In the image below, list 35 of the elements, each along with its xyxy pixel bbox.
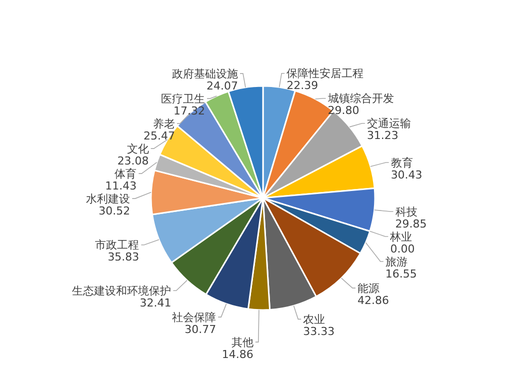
slice-label: 社会保障 bbox=[172, 310, 216, 324]
data-label: 24.07 bbox=[206, 79, 238, 92]
slice-label: 文化 bbox=[126, 142, 149, 156]
data-label: 42.86 bbox=[357, 294, 389, 307]
slice-label: 教育 bbox=[390, 156, 413, 170]
legend-label: 林业 bbox=[389, 230, 412, 244]
data-label: 11.43 bbox=[105, 179, 137, 192]
slice-label: 能源 bbox=[357, 282, 380, 295]
slice-label: 保障性安居工程 bbox=[286, 67, 364, 80]
slice-label: 政府基础设施 bbox=[172, 67, 238, 80]
slice-label: 科技 bbox=[395, 205, 418, 218]
data-label: 30.52 bbox=[98, 204, 130, 218]
slice-label: 医疗卫生 bbox=[161, 92, 206, 106]
data-label: 22.39 bbox=[286, 79, 318, 92]
slice-label: 生态建设和环境保护 bbox=[72, 284, 172, 298]
text: 0.00 bbox=[390, 242, 415, 256]
slice-label: 农业 bbox=[303, 313, 326, 326]
slice-label: 水利建设 bbox=[86, 192, 130, 206]
data-label: 14.86 bbox=[222, 348, 254, 361]
data-label: 31.23 bbox=[366, 129, 398, 142]
slice-label: 市政工程 bbox=[95, 238, 140, 252]
data-label: 33.33 bbox=[303, 325, 335, 338]
data-label: 35.83 bbox=[108, 250, 140, 264]
slice-label: 城镇综合开发 bbox=[326, 92, 394, 106]
data-label: 29.85 bbox=[395, 217, 427, 230]
slice-label: 旅游 bbox=[385, 255, 408, 268]
data-label: 30.77 bbox=[184, 322, 216, 336]
data-label: 30.43 bbox=[390, 168, 422, 182]
data-label: 23.08 bbox=[117, 154, 149, 168]
slice-label: 养老 bbox=[153, 117, 176, 130]
slice-label: 体育 bbox=[114, 167, 137, 180]
slice-label: 交通运输 bbox=[366, 117, 411, 130]
data-label: 16.55 bbox=[385, 267, 417, 280]
data-label: 32.41 bbox=[140, 296, 172, 310]
slice-label: 其他 bbox=[231, 336, 254, 349]
